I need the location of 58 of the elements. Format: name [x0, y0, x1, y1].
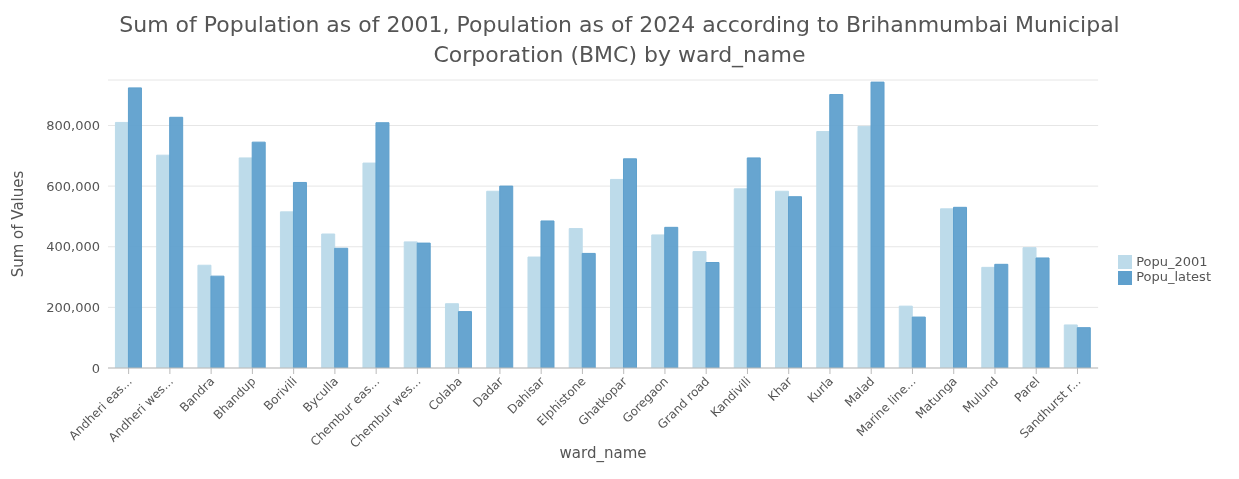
bar: [1076, 327, 1091, 368]
bar: [403, 241, 418, 368]
bar: [940, 208, 955, 368]
y-tick-label: 400,000: [46, 239, 100, 255]
bar: [156, 154, 171, 368]
bar: [527, 256, 542, 368]
bar: [581, 252, 596, 368]
bar: [1035, 257, 1050, 368]
bar: [540, 220, 555, 368]
bar: [127, 87, 142, 368]
bar: [664, 226, 679, 368]
chart-title: Sum of Population as of 2001, Population as of 2024 according to Brihanmumbai Municipal Corporation (BMC) by ward_name: [118, 11, 1121, 70]
bar: [953, 206, 968, 368]
bar: [870, 81, 885, 368]
bar: [746, 157, 761, 368]
y-tick-label: 0: [91, 360, 100, 376]
bar: [651, 234, 666, 368]
y-tick-label: 200,000: [46, 299, 100, 315]
bar: [444, 303, 459, 368]
bar: [292, 181, 307, 368]
bar: [911, 316, 926, 368]
bar: [416, 242, 431, 368]
bar: [321, 233, 336, 368]
bar: [705, 262, 720, 368]
bar: [375, 122, 390, 368]
bar: [857, 125, 872, 368]
bar: [622, 158, 637, 368]
bar: [499, 185, 514, 368]
bar: [362, 162, 377, 368]
legend-label: Popu_latest: [1136, 269, 1211, 284]
bar: [609, 178, 624, 368]
y-axis-title: Sum of Values: [9, 170, 28, 278]
y-tick-label: 600,000: [46, 178, 100, 194]
bar: [457, 311, 472, 368]
bar: [816, 131, 831, 368]
bar: [279, 211, 294, 368]
bar: [733, 188, 748, 368]
bar: [114, 121, 129, 368]
bar: [251, 141, 266, 368]
bar: [568, 228, 583, 368]
bar: [994, 263, 1009, 368]
bar: [981, 266, 996, 368]
bar: [775, 190, 790, 368]
bar: [210, 275, 225, 368]
bar: [238, 157, 253, 368]
bar: [1063, 324, 1078, 368]
bar: [829, 94, 844, 368]
x-axis-title: ward_name: [559, 444, 647, 463]
y-tick-label: 800,000: [46, 118, 100, 134]
bar: [197, 264, 212, 368]
bar: [898, 305, 913, 368]
bar: [486, 190, 501, 368]
bar: [334, 247, 349, 368]
bar: [169, 116, 184, 368]
bar: [692, 251, 707, 368]
bar: [788, 196, 803, 368]
legend-label: Popu_2001: [1136, 253, 1208, 269]
bar: [1022, 247, 1037, 368]
